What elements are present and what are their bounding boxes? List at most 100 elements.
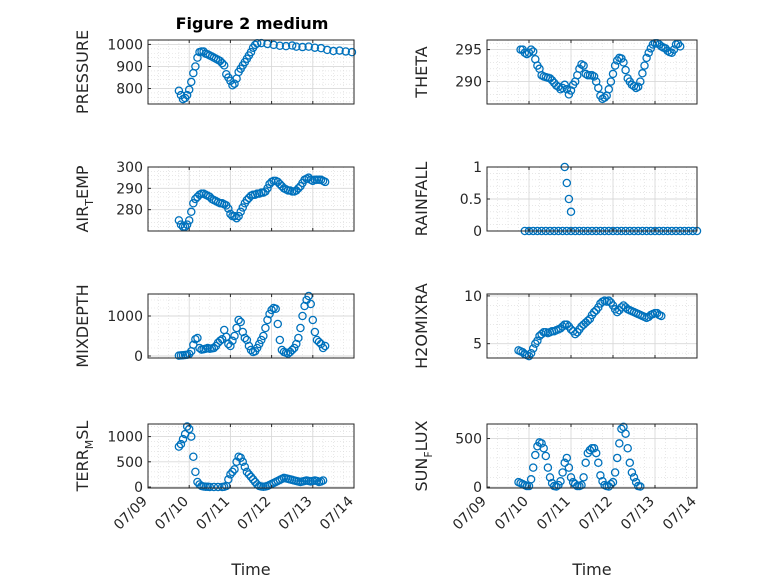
data-point bbox=[189, 199, 198, 208]
data-point bbox=[657, 311, 666, 321]
series-points bbox=[174, 291, 330, 360]
data-point bbox=[310, 327, 320, 337]
y-tick-label: 500 bbox=[116, 455, 143, 471]
data-point bbox=[176, 439, 186, 449]
data-point bbox=[570, 329, 580, 339]
data-point bbox=[617, 424, 626, 434]
data-point bbox=[564, 463, 574, 472]
data-point bbox=[545, 473, 555, 482]
data-point bbox=[287, 345, 297, 355]
data-point bbox=[318, 476, 328, 485]
data-point bbox=[257, 335, 266, 345]
x-tick-label: 07/09 bbox=[111, 494, 151, 534]
y-tick-label: 900 bbox=[116, 59, 143, 75]
data-point bbox=[322, 45, 332, 55]
data-point bbox=[610, 468, 620, 477]
data-point bbox=[267, 305, 276, 315]
data-point bbox=[314, 337, 324, 347]
data-point bbox=[621, 429, 630, 438]
data-point bbox=[244, 341, 254, 351]
data-point bbox=[604, 85, 614, 94]
data-point bbox=[187, 432, 196, 441]
data-point bbox=[242, 467, 252, 477]
data-point bbox=[537, 439, 546, 448]
data-point bbox=[232, 323, 241, 333]
data-point bbox=[621, 303, 630, 312]
y-axis-label: TERRMSL bbox=[73, 421, 96, 493]
data-point bbox=[184, 85, 194, 94]
data-point bbox=[566, 207, 576, 217]
panel-airtemp: 280 290 300 AIRTEMP bbox=[73, 160, 355, 233]
data-point bbox=[296, 323, 305, 333]
data-point bbox=[182, 422, 192, 431]
data-point bbox=[566, 86, 576, 95]
data-point bbox=[176, 220, 186, 229]
data-point bbox=[252, 343, 262, 353]
panel-pressure: 800 900 1000 PRESSURE bbox=[73, 30, 357, 114]
data-point bbox=[226, 341, 235, 351]
data-point bbox=[275, 41, 285, 50]
data-point bbox=[642, 53, 651, 63]
y-tick-label: 300 bbox=[116, 160, 143, 176]
data-point bbox=[541, 451, 551, 461]
data-point bbox=[528, 463, 538, 472]
x-tick-label: 07/10 bbox=[152, 494, 192, 534]
data-point bbox=[236, 453, 245, 463]
data-point bbox=[347, 47, 357, 57]
data-point bbox=[589, 443, 599, 453]
data-point bbox=[533, 336, 542, 346]
data-point bbox=[246, 472, 256, 482]
axes-box bbox=[147, 293, 355, 359]
data-point bbox=[320, 341, 330, 351]
data-point bbox=[248, 475, 258, 484]
y-tick-label: 1000 bbox=[107, 309, 143, 325]
data-point bbox=[560, 458, 569, 468]
series-points bbox=[514, 422, 645, 491]
data-point bbox=[562, 320, 572, 329]
data-point bbox=[579, 473, 588, 482]
x-tick-label: 07/13 bbox=[276, 494, 316, 534]
data-point bbox=[528, 47, 538, 56]
data-point bbox=[644, 312, 653, 322]
data-point bbox=[623, 443, 632, 453]
data-point bbox=[226, 209, 235, 219]
data-point bbox=[612, 307, 622, 317]
data-point bbox=[566, 473, 576, 482]
data-point bbox=[213, 482, 223, 492]
data-point bbox=[652, 308, 662, 318]
x-tick-label: 07/13 bbox=[618, 494, 658, 534]
panel-h2omixra: 5 10 H2OMIXRA bbox=[412, 283, 698, 369]
grid bbox=[147, 166, 355, 232]
data-point bbox=[562, 453, 572, 463]
data-point bbox=[615, 439, 624, 448]
data-point bbox=[591, 448, 601, 458]
data-point bbox=[230, 465, 239, 474]
data-point bbox=[182, 90, 192, 100]
data-point bbox=[589, 307, 599, 317]
data-point bbox=[217, 58, 227, 68]
data-point bbox=[526, 475, 536, 484]
data-point bbox=[281, 41, 291, 51]
data-point bbox=[526, 348, 536, 358]
data-point bbox=[608, 69, 618, 79]
data-point bbox=[558, 468, 567, 477]
panel-terrmsl: 0 500 1000 07/09 07/10 07/11 07/12 07/13 07/14 Ti… bbox=[73, 421, 357, 579]
y-tick-label: 0.5 bbox=[460, 192, 482, 208]
data-point bbox=[292, 42, 301, 51]
data-point bbox=[174, 86, 184, 96]
x-tick-label: 07/12 bbox=[235, 494, 275, 534]
data-point bbox=[275, 335, 285, 345]
data-point bbox=[318, 343, 328, 353]
data-point bbox=[633, 82, 643, 91]
data-point bbox=[184, 216, 194, 225]
data-point bbox=[625, 458, 635, 468]
y-tick-label: 800 bbox=[116, 82, 143, 98]
data-point bbox=[539, 443, 548, 453]
data-point bbox=[174, 442, 184, 451]
data-point bbox=[273, 319, 283, 329]
x-tick-label: 07/14 bbox=[317, 493, 357, 533]
data-point bbox=[209, 343, 219, 353]
y-tick-label: 0 bbox=[473, 480, 482, 496]
data-point bbox=[636, 482, 645, 491]
data-point bbox=[518, 348, 527, 357]
